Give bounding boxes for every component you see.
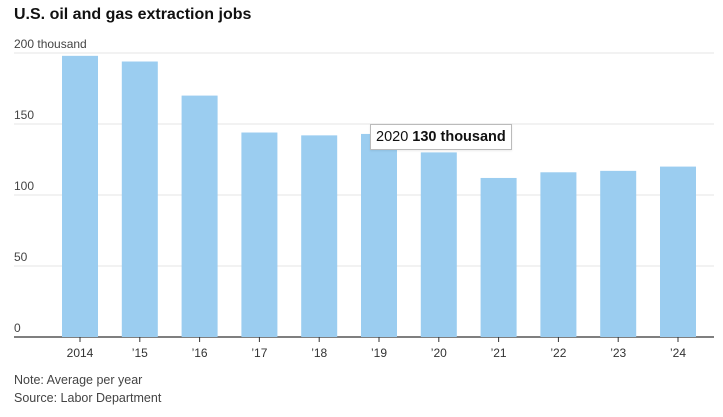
annotation-year: 2020 xyxy=(376,129,409,145)
bar-22 xyxy=(540,172,577,337)
x-tick-label: 2014 xyxy=(67,346,94,360)
y-tick-label: 100 xyxy=(14,179,34,193)
x-tick-label: ’20 xyxy=(431,346,447,360)
x-tick-label: ’23 xyxy=(610,346,626,360)
x-tick-label: ’18 xyxy=(311,346,327,360)
annotation-value: 130 thousand xyxy=(412,129,506,145)
x-tick-label: ’19 xyxy=(371,346,387,360)
bar-16 xyxy=(181,95,218,337)
bar-17 xyxy=(241,132,278,337)
x-tick-label: ’17 xyxy=(251,346,267,360)
x-tick-label: ’15 xyxy=(132,346,148,360)
bar-19 xyxy=(361,133,397,337)
x-tick-label: ’24 xyxy=(670,346,686,360)
bar-21 xyxy=(480,177,517,337)
bar-15 xyxy=(121,61,158,338)
bar-20 xyxy=(420,152,457,337)
chart-title: U.S. oil and gas extraction jobs xyxy=(14,6,252,23)
x-tick-label: ’21 xyxy=(491,346,507,360)
y-tick-label: 0 xyxy=(14,321,21,335)
y-tick-label: 150 xyxy=(14,108,34,122)
bar-23 xyxy=(600,170,637,337)
bar-24 xyxy=(660,166,696,337)
x-tick-label: ’22 xyxy=(550,346,566,360)
y-tick-label: 200 thousand xyxy=(14,37,87,51)
bar-18 xyxy=(301,135,338,337)
y-tick-label: 50 xyxy=(14,250,28,264)
x-tick-label: ’16 xyxy=(192,346,208,360)
bar-annotation: 2020 130 thousand xyxy=(370,124,512,150)
bar-2014 xyxy=(62,55,98,338)
chart-note: Note: Average per year xyxy=(14,373,143,387)
chart-source: Source: Labor Department xyxy=(14,391,162,405)
